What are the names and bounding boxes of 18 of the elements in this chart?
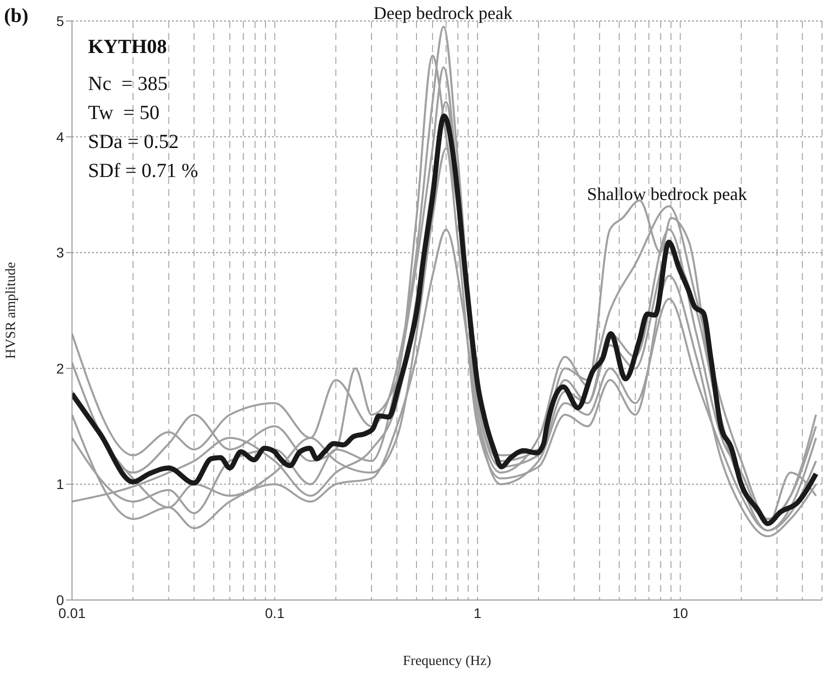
annotation: SDa = 0.52 bbox=[88, 131, 179, 153]
y-tick-label: 4 bbox=[56, 128, 64, 145]
x-tick-label: 1 bbox=[474, 604, 482, 621]
text: (b) bbox=[4, 5, 28, 27]
x-axis-title: Frequency (Hz) bbox=[402, 654, 492, 669]
annotation: Deep bedrock peak bbox=[374, 3, 512, 23]
annotation: SDf = 0.71 % bbox=[88, 160, 198, 182]
x-tick-label: 10 bbox=[672, 604, 688, 621]
y-tick-label: 5 bbox=[56, 12, 64, 29]
annotation: Shallow bedrock peak bbox=[587, 184, 747, 204]
y-tick-label: 1 bbox=[56, 476, 64, 492]
text: KYTH08 bbox=[88, 36, 167, 58]
annotation: Tw = 50 bbox=[88, 102, 160, 124]
y-tick-label: 3 bbox=[56, 244, 64, 261]
annotation: Nc = 385 bbox=[88, 73, 168, 95]
y-tick-label: 2 bbox=[56, 360, 64, 376]
x-tick-label: 0.1 bbox=[265, 604, 285, 621]
y-axis-title: HVSR amplitude bbox=[4, 262, 19, 359]
